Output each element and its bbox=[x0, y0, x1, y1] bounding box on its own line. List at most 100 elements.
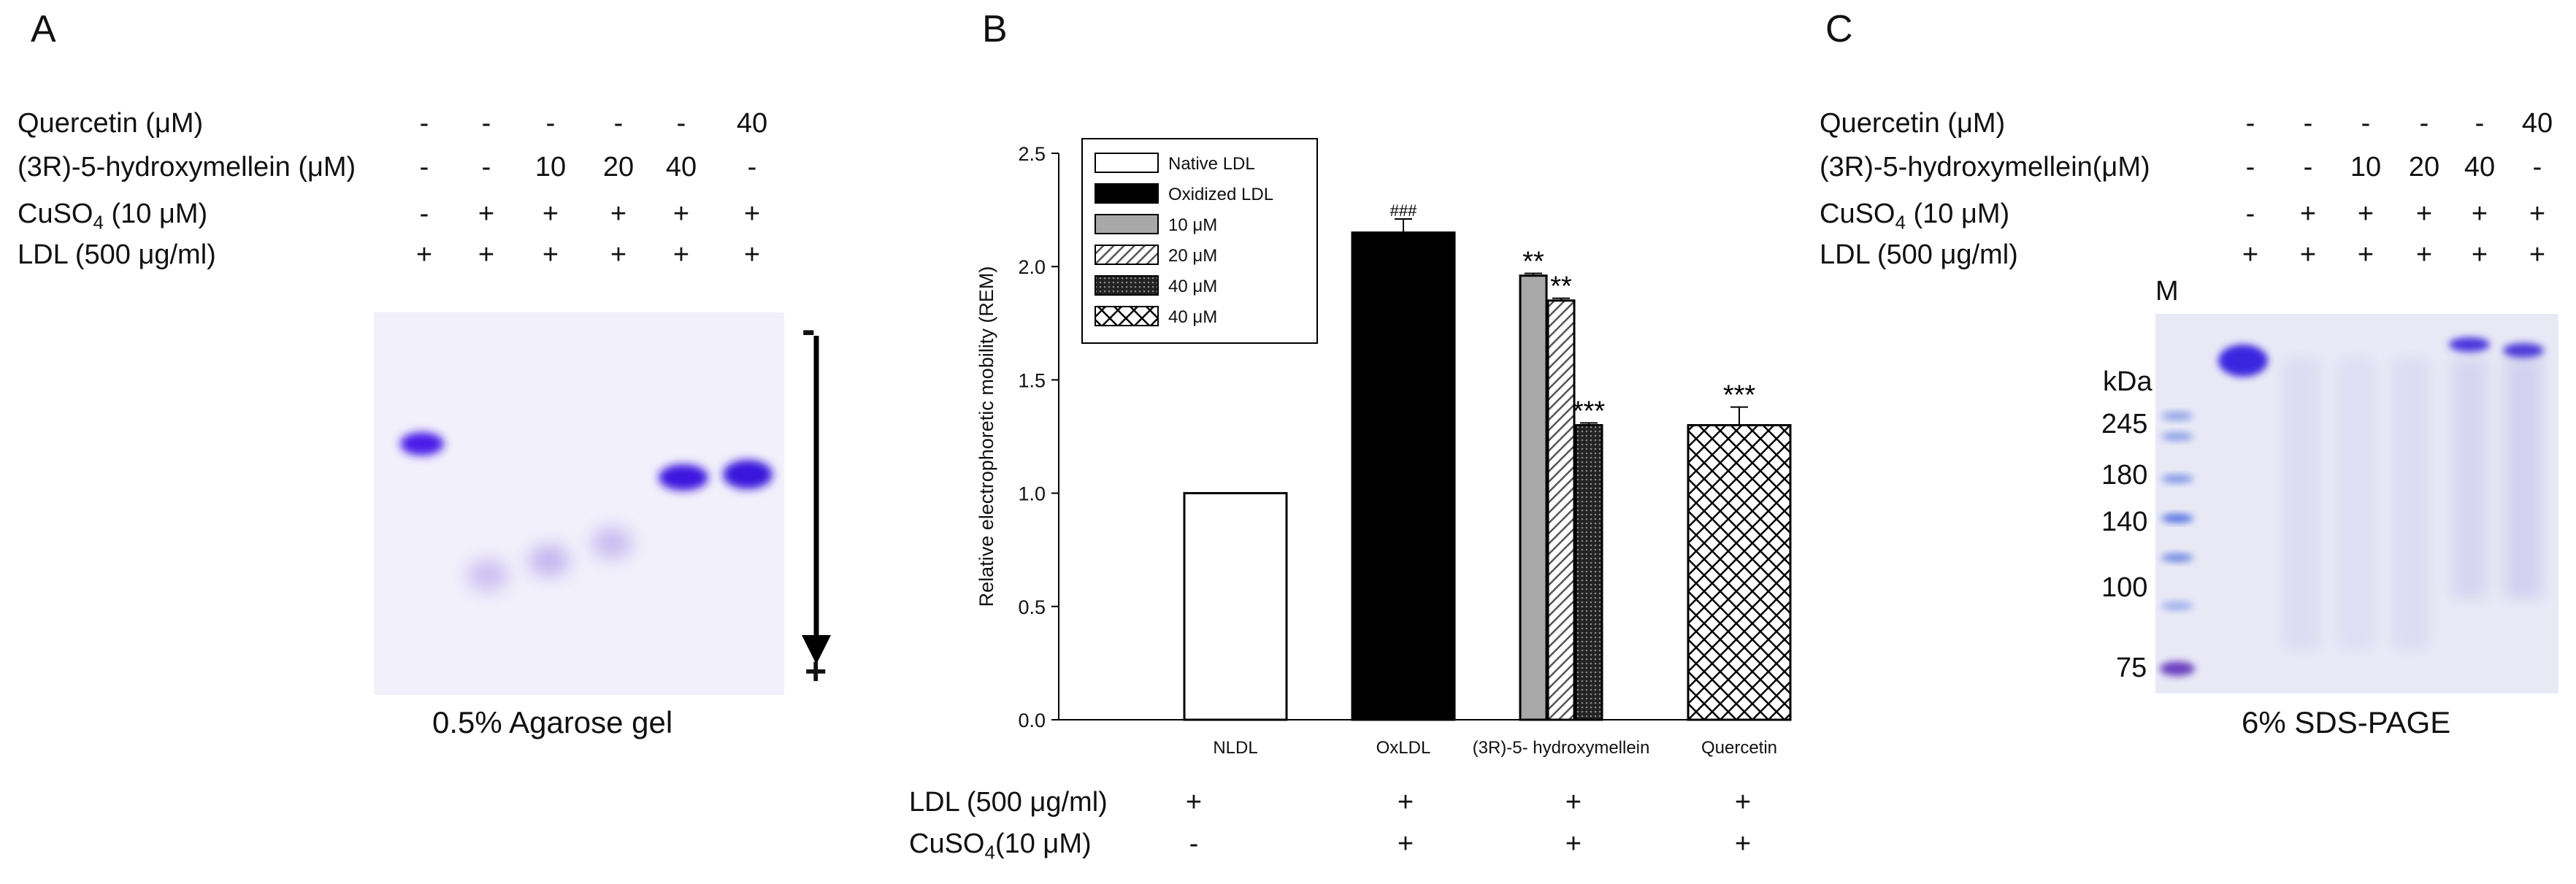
panel-c-symbol-row3-lane6: + bbox=[2529, 199, 2546, 229]
significance-label-6: *** bbox=[1723, 380, 1756, 411]
panel-b-symbol-row1-col4: + bbox=[1734, 787, 1752, 818]
category-label-1: NLDL bbox=[1213, 738, 1257, 758]
panel-a-symbol-row4-lane6: + bbox=[743, 239, 761, 270]
panel-c-symbol-row3-lane2: + bbox=[2299, 199, 2317, 229]
panel-c-symbol-row2-lane5: 40 bbox=[2464, 152, 2496, 182]
panel-b-symbol-row2-col1: - bbox=[1189, 829, 1199, 859]
sds-page-gel-image bbox=[2155, 314, 2558, 693]
bar-6 bbox=[1687, 423, 1792, 721]
significance-label-3: ** bbox=[1522, 247, 1544, 277]
panel-c-symbol-row2-lane4: 20 bbox=[2408, 152, 2440, 182]
panel-a-symbol-row3-lane3: + bbox=[542, 199, 559, 229]
arrow-minus-sign: - bbox=[802, 306, 816, 352]
panel-c-symbol-row3-lane5: + bbox=[2471, 199, 2488, 229]
panel-c-symbol-row1-lane2: - bbox=[2303, 108, 2313, 139]
marker-lane-label: M bbox=[2155, 276, 2179, 307]
panel-c-symbol-row4-lane5: + bbox=[2471, 239, 2488, 270]
marker-label-180: 180 bbox=[2101, 460, 2148, 491]
bar-2 bbox=[1351, 231, 1456, 721]
panel-a-symbol-row1-lane6: 40 bbox=[736, 108, 768, 139]
panel-a-row-label-hydroxymellein: (3R)-5-hydroxymellein (μM) bbox=[18, 152, 356, 182]
panel-c-symbol-row4-lane2: + bbox=[2299, 239, 2317, 270]
legend-label-3: 10 μM bbox=[1168, 215, 1217, 235]
panel-c-letter: C bbox=[1825, 8, 1853, 50]
legend-label-1: Native LDL bbox=[1168, 154, 1255, 174]
panel-c-symbol-row4-lane6: + bbox=[2529, 239, 2546, 270]
y-tick-label-5: 2.5 bbox=[1018, 143, 1046, 165]
marker-label-100: 100 bbox=[2101, 572, 2148, 603]
marker-label-140: 140 bbox=[2101, 507, 2148, 537]
legend-label-2: Oxidized LDL bbox=[1168, 185, 1273, 204]
sds-page-caption: 6% SDS-PAGE bbox=[2242, 705, 2451, 739]
panel-a-symbol-row1-lane4: - bbox=[613, 108, 624, 139]
panel-c-row-label-cuso4: CuSO4 (10 μM) bbox=[1820, 199, 2010, 234]
panel-a-symbol-row2-lane3: 10 bbox=[534, 152, 567, 182]
y-axis-label: Relative electrophoretic mobility (REM) bbox=[975, 266, 997, 607]
panel-b-symbol-row2-col3: + bbox=[1565, 829, 1582, 859]
y-tick-label-2: 1.0 bbox=[1018, 483, 1046, 505]
panel-c-symbol-row1-lane3: - bbox=[2361, 108, 2371, 139]
category-label-3: (3R)-5- hydroxymellein bbox=[1473, 738, 1650, 758]
panel-c-symbol-row4-lane1: + bbox=[2242, 239, 2259, 270]
panel-c-symbol-row3-lane4: + bbox=[2415, 199, 2433, 229]
bar-3 bbox=[1519, 274, 1548, 721]
marker-label-75: 75 bbox=[2116, 653, 2147, 683]
panel-a-row-label-cuso4: CuSO4 (10 μM) bbox=[18, 199, 208, 234]
y-tick-label-4: 2.0 bbox=[1018, 256, 1046, 278]
y-tick-label-3: 1.5 bbox=[1018, 369, 1046, 391]
panel-b-symbol-row2-col2: + bbox=[1397, 829, 1414, 859]
panel-c-row-label-ldl: LDL (500 μg/ml) bbox=[1820, 239, 2018, 270]
panel-a-symbol-row3-lane1: - bbox=[419, 199, 429, 229]
bar-1 bbox=[1183, 492, 1288, 721]
panel-a-symbol-row1-lane1: - bbox=[419, 108, 429, 139]
legend-swatch-3 bbox=[1095, 214, 1159, 234]
panel-a-symbol-row4-lane3: + bbox=[542, 239, 559, 270]
panel-a-symbol-row4-lane5: + bbox=[672, 239, 690, 270]
panel-c-symbol-row1-lane1: - bbox=[2245, 108, 2255, 139]
panel-c-symbol-row1-lane4: - bbox=[2419, 108, 2429, 139]
category-label-2: OxLDL bbox=[1376, 738, 1431, 758]
significance-label-4: ** bbox=[1550, 272, 1572, 302]
panel-a-symbol-row2-lane5: 40 bbox=[665, 152, 697, 182]
agarose-gel-caption: 0.5% Agarose gel bbox=[432, 705, 673, 739]
panel-c-symbol-row2-lane1: - bbox=[2245, 152, 2255, 182]
legend-label-6: 40 μM bbox=[1168, 307, 1217, 327]
y-tick-label-1: 0.5 bbox=[1018, 596, 1046, 618]
panel-b-letter: B bbox=[982, 8, 1008, 50]
panel-c-symbol-row2-lane2: - bbox=[2303, 152, 2313, 182]
category-label-4: Quercetin bbox=[1701, 738, 1777, 758]
panel-b-symbol-row1-col1: + bbox=[1185, 787, 1203, 818]
panel-c-symbol-row1-lane6: 40 bbox=[2521, 108, 2553, 139]
legend-swatch-2 bbox=[1095, 183, 1159, 204]
panel-a-symbol-row3-lane6: + bbox=[743, 199, 761, 229]
panel-a-symbol-row3-lane2: + bbox=[478, 199, 495, 229]
significance-label-2: ### bbox=[1390, 201, 1417, 220]
legend-swatch-5 bbox=[1095, 275, 1159, 296]
panel-c-row-label-hydroxymellein: (3R)-5-hydroxymellein(μM) bbox=[1820, 152, 2150, 182]
legend-label-4: 20 μM bbox=[1168, 246, 1217, 266]
panel-a-symbol-row2-lane2: - bbox=[481, 152, 491, 182]
agarose-gel-image bbox=[374, 312, 784, 695]
panel-a-letter: A bbox=[31, 8, 56, 50]
panel-a-symbol-row3-lane4: + bbox=[610, 199, 627, 229]
bar-chart-svg: 0.0 0.5 1.0 1.5 2.0 2.5 Relative electrophoret… bbox=[975, 138, 1792, 758]
panel-a-symbol-row2-lane1: - bbox=[419, 152, 429, 182]
legend-swatch-1 bbox=[1095, 153, 1159, 173]
panel-a-symbol-row2-lane4: 20 bbox=[602, 152, 635, 182]
panel-c-symbol-row4-lane3: + bbox=[2357, 239, 2374, 270]
migration-direction-arrow bbox=[789, 321, 847, 704]
panel-c-symbol-row2-lane6: - bbox=[2532, 152, 2542, 182]
panel-a-symbol-row3-lane5: + bbox=[672, 199, 690, 229]
panel-a-symbol-row1-lane2: - bbox=[481, 108, 491, 139]
panel-a-symbol-row4-lane2: + bbox=[478, 239, 495, 270]
gel-band-lane-5 bbox=[659, 464, 708, 491]
panel-c-symbol-row3-lane1: - bbox=[2245, 199, 2255, 229]
marker-label-245: 245 bbox=[2101, 409, 2148, 439]
panel-b-symbol-row2-col4: + bbox=[1734, 829, 1752, 859]
gel-band-lane-1 bbox=[400, 432, 444, 456]
panel-c-symbol-row2-lane3: 10 bbox=[2350, 152, 2382, 182]
legend-swatch-4 bbox=[1095, 245, 1159, 265]
panel-c-symbol-row4-lane4: + bbox=[2415, 239, 2433, 270]
panel-a-symbol-row1-lane3: - bbox=[545, 108, 556, 139]
kda-label: kDa bbox=[2103, 366, 2153, 397]
